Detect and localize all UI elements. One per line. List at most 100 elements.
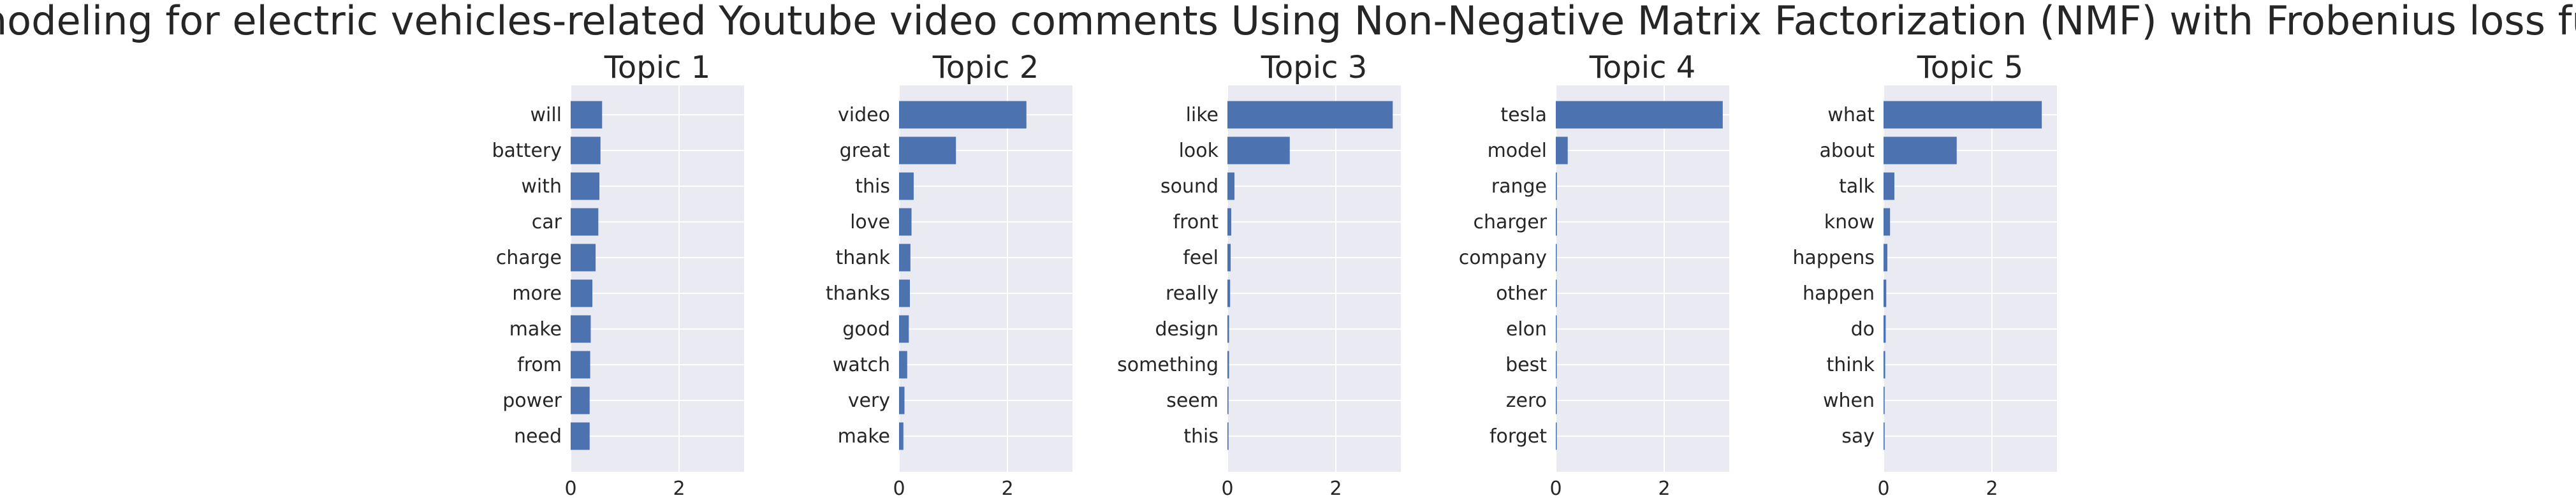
bar — [1884, 279, 1887, 307]
category-label: feel — [1183, 247, 1218, 269]
bar — [1556, 279, 1557, 307]
bar — [571, 101, 603, 129]
category-label: sound — [1160, 175, 1218, 198]
category-label: video — [838, 104, 890, 126]
bar — [899, 172, 914, 200]
category-label: thanks — [826, 282, 890, 305]
category-label: front — [1173, 211, 1219, 233]
subplot-title: Topic 5 — [1917, 50, 2024, 85]
bar — [1556, 386, 1557, 414]
category-label: charge — [496, 247, 562, 269]
category-label: thank — [835, 247, 890, 269]
bar — [1556, 244, 1557, 272]
subplot-title: Topic 4 — [1589, 50, 1696, 85]
bar — [1884, 315, 1886, 343]
category-label: elon — [1506, 318, 1547, 341]
category-label: talk — [1839, 175, 1875, 198]
topic-subplot: tesla model range charger company other elon be… — [1459, 50, 1729, 498]
x-tick-label: 0 — [564, 478, 576, 498]
category-label: from — [517, 354, 562, 376]
bar — [571, 422, 590, 450]
category-label: car — [532, 211, 562, 233]
bar — [571, 208, 599, 236]
subplot-title: Topic 1 — [604, 50, 711, 85]
bar — [1556, 101, 1723, 129]
category-label: seem — [1166, 390, 1218, 412]
category-label: this — [855, 175, 890, 198]
bar — [899, 386, 905, 414]
topic-subplot: video great this love thank thanks good watch ve… — [826, 50, 1072, 498]
category-label: happen — [1803, 282, 1875, 305]
bar — [899, 422, 904, 450]
category-label: other — [1496, 282, 1548, 305]
bar — [1227, 315, 1229, 343]
x-tick-label: 0 — [893, 478, 905, 498]
bar — [1227, 101, 1393, 129]
bar — [1556, 422, 1557, 450]
category-label: company — [1459, 247, 1547, 269]
bar — [899, 315, 909, 343]
subplot-title: Topic 3 — [1261, 50, 1368, 85]
bar — [899, 279, 910, 307]
bar — [1227, 351, 1229, 379]
bar — [571, 279, 592, 307]
bar — [899, 101, 1027, 129]
bar — [571, 244, 596, 272]
x-tick-label: 2 — [673, 478, 685, 498]
x-tick-label: 0 — [1549, 478, 1562, 498]
bar — [1884, 172, 1894, 200]
category-label: think — [1827, 354, 1875, 376]
bar — [1884, 422, 1885, 450]
category-label: battery — [492, 140, 562, 162]
category-label: watch — [833, 354, 890, 376]
bar — [1227, 172, 1235, 200]
category-label: know — [1824, 211, 1875, 233]
bar — [899, 244, 911, 272]
bar — [1884, 208, 1891, 236]
topic-subplot: will battery with car charge more make from powe… — [492, 50, 744, 498]
bar — [1884, 244, 1887, 272]
bar — [571, 386, 590, 414]
bar — [1556, 315, 1557, 343]
category-label: best — [1505, 354, 1547, 376]
category-label: very — [848, 390, 890, 412]
bar — [1227, 244, 1231, 272]
bar — [571, 351, 590, 379]
bar — [1884, 351, 1885, 379]
category-label: with — [521, 175, 562, 198]
x-tick-label: 2 — [1329, 478, 1342, 498]
x-tick-label: 2 — [1986, 478, 1998, 498]
bar — [1556, 136, 1568, 165]
x-tick-label: 0 — [1221, 478, 1233, 498]
category-label: need — [514, 425, 562, 448]
topic-subplot: like look sound front feel really design someth… — [1117, 50, 1401, 498]
category-label: zero — [1506, 390, 1547, 412]
bar — [571, 136, 601, 165]
x-tick-label: 2 — [1001, 478, 1013, 498]
bar — [571, 172, 600, 200]
bar — [1884, 136, 1957, 165]
category-label: more — [512, 282, 562, 305]
category-label: what — [1827, 104, 1875, 126]
bar — [899, 208, 912, 236]
category-label: forget — [1489, 425, 1547, 448]
bar — [899, 351, 907, 379]
bar — [1556, 208, 1557, 236]
bar — [899, 136, 956, 165]
x-tick-label: 0 — [1877, 478, 1889, 498]
category-label: make — [509, 318, 562, 341]
figure-title: Topic modeling for electric vehicles-rel… — [0, 0, 2576, 44]
category-label: great — [840, 140, 891, 162]
category-label: good — [842, 318, 890, 341]
category-label: design — [1155, 318, 1218, 341]
bar — [1556, 351, 1557, 379]
category-label: will — [530, 104, 562, 126]
category-label: happens — [1792, 247, 1875, 269]
category-label: like — [1186, 104, 1218, 126]
category-label: charger — [1473, 211, 1547, 233]
category-label: say — [1841, 425, 1875, 448]
bar — [1227, 386, 1229, 414]
category-label: when — [1823, 390, 1875, 412]
category-label: power — [502, 390, 562, 412]
subplot-panels: will battery with car charge more make from powe… — [492, 50, 2057, 498]
